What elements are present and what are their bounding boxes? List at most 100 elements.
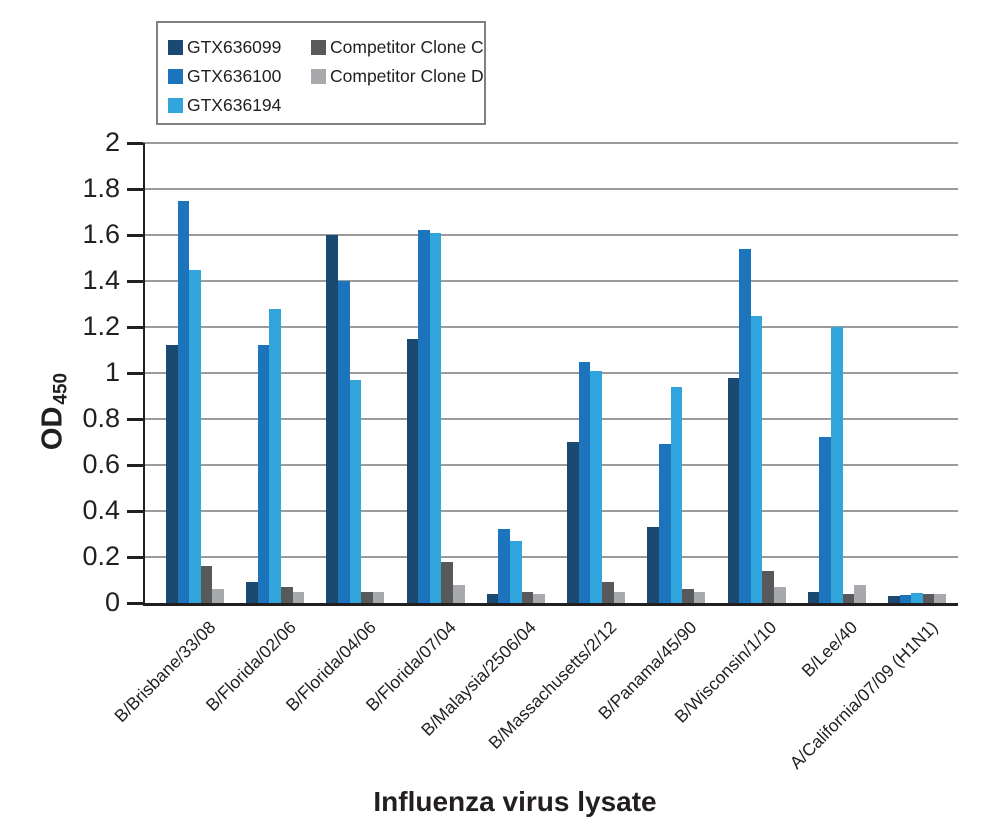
bar-GTX636194-B/Wisconsin/1/10 [750,315,763,603]
bar-GTX636099-B/Malaysia/2506/04 [486,593,499,603]
bar-GTX636099-B/Wisconsin/1/10 [727,377,740,603]
legend-label: GTX636194 [187,95,282,115]
legend-swatch-icon [168,69,183,84]
y-tick-mark [127,372,143,375]
y-tick-mark [127,556,143,559]
gridline [143,464,958,466]
y-tick-label: 0.6 [82,449,120,479]
gridline [143,510,958,512]
bar-Competitor Clone D-B/Florida/04/06 [372,591,385,603]
bar-GTX636100-B/Panama/45/90 [658,444,671,603]
y-tick-label: 0.8 [82,403,120,433]
y-tick-mark [127,188,143,191]
bar-Competitor Clone D-B/Malaysia/2506/04 [533,593,545,603]
bar-GTX636194-B/Panama/45/90 [670,386,683,603]
legend-label: Competitor Clone C [330,37,484,57]
y-tick-label: 1.8 [82,173,120,203]
bar-GTX636100-B/Brisbane/33/08 [177,200,190,603]
gridline [143,372,958,374]
bar-GTX636099-B/Florida/02/06 [246,582,258,603]
y-tick-label: 2 [104,127,120,157]
x-tick-label: B/Brisbane/33/08 [110,617,220,727]
bar-Competitor Clone D-B/Lee/40 [854,584,866,603]
y-tick-mark [127,418,143,421]
bar-Competitor Clone D-B/Panama/45/90 [693,591,706,603]
bar-GTX636099-A/California/07/09 (H1N1) [888,596,900,603]
y-tick-mark [127,280,143,283]
legend-label: Competitor Clone D [330,66,484,86]
bar-Competitor Clone D-B/Wisconsin/1/10 [773,586,786,603]
bar-GTX636099-B/Panama/45/90 [647,527,659,603]
bar-Competitor Clone C-B/Florida/07/04 [441,561,454,603]
bar-GTX636100-B/Lee/40 [819,437,831,603]
legend-item-GTX636194: GTX636194 [168,91,311,120]
bar-Competitor Clone C-B/Malaysia/2506/04 [521,591,534,603]
bar-GTX636194-A/California/07/09 (H1N1) [911,592,923,603]
gridline [143,188,958,190]
y-tick-label: 0 [104,587,120,617]
bar-GTX636194-B/Florida/02/06 [269,308,282,603]
y-tick-label: 1.6 [82,219,120,249]
bar-Competitor Clone D-B/Massachusetts/2/12 [613,591,626,603]
legend-swatch-icon [311,69,326,84]
legend-item-Competitor Clone D: Competitor Clone D [311,62,484,91]
gridline [143,142,958,144]
bar-Competitor Clone D-B/Florida/07/04 [453,584,465,603]
bar-Competitor Clone C-B/Massachusetts/2/12 [601,582,614,603]
x-axis-title: Influenza virus lysate [373,786,657,817]
bar-Competitor Clone C-B/Wisconsin/1/10 [762,570,774,603]
bar-GTX636194-B/Florida/07/04 [429,232,442,603]
bar-GTX636194-B/Florida/04/06 [349,379,362,603]
legend-box: GTX636099 GTX636100 GTX636194 Competitor C… [156,21,486,125]
legend-item-GTX636099: GTX636099 [168,33,311,62]
gridline [143,280,958,282]
bar-Competitor Clone D-B/Brisbane/33/08 [212,589,224,603]
bar-GTX636099-B/Brisbane/33/08 [166,345,178,603]
y-tick-label: 1.4 [82,265,120,295]
gridline [143,556,958,558]
gridline [143,326,958,328]
x-tick-label: A/California/07/09 (H1N1) [785,617,942,773]
bar-GTX636194-B/Malaysia/2506/04 [510,540,522,603]
legend-swatch-icon [168,98,183,113]
bar-GTX636100-B/Malaysia/2506/04 [498,529,511,603]
bar-GTX636100-B/Florida/02/06 [257,345,270,603]
bar-GTX636100-B/Wisconsin/1/10 [739,248,751,603]
y-tick-label: 0.2 [82,541,120,571]
bar-Competitor Clone C-B/Panama/45/90 [682,589,694,603]
bar-Competitor Clone C-B/Florida/02/06 [281,586,293,603]
bar-GTX636194-B/Massachusetts/2/12 [590,370,602,603]
bar-GTX636100-A/California/07/09 (H1N1) [899,594,912,603]
gridline [143,234,958,236]
y-tick-label: 1 [104,357,120,387]
bar-GTX636194-B/Lee/40 [830,327,843,603]
bar-GTX636099-B/Florida/04/06 [326,235,339,603]
bar-GTX636100-B/Massachusetts/2/12 [578,361,591,603]
legend-column-2: Competitor Clone C Competitor Clone D [311,33,484,123]
y-tick-mark [127,234,143,237]
bar-Competitor Clone C-B/Brisbane/33/08 [200,566,213,603]
x-axis-line [143,603,958,606]
bar-GTX636100-B/Florida/04/06 [338,281,350,603]
gridline [143,418,958,420]
x-tick-label: B/Lee/40 [797,617,861,681]
y-axis-title-subscript: 450 [50,372,72,405]
legend-item-GTX636100: GTX636100 [168,62,311,91]
y-axis-title: OD450 [37,338,72,488]
bar-Competitor Clone C-B/Lee/40 [842,593,855,603]
bar-GTX636099-B/Florida/07/04 [406,338,419,603]
y-tick-mark [127,326,143,329]
legend-swatch-icon [311,40,326,55]
bar-GTX636194-B/Brisbane/33/08 [189,269,201,603]
legend-column-1: GTX636099 GTX636100 GTX636194 [168,33,311,123]
legend-label: GTX636100 [187,66,282,86]
y-tick-label: 1.2 [82,311,120,341]
bar-GTX636099-B/Lee/40 [807,591,820,603]
y-tick-mark [127,142,143,145]
bar-Competitor Clone C-A/California/07/09 (H1N1) [922,593,935,603]
legend-swatch-icon [168,40,183,55]
legend-item-Competitor Clone C: Competitor Clone C [311,33,484,62]
y-axis-line [143,143,145,603]
bar-GTX636099-B/Massachusetts/2/12 [567,442,579,603]
